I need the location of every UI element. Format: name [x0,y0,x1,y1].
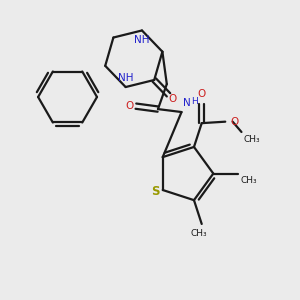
Text: CH₃: CH₃ [241,176,257,185]
Text: H: H [191,97,198,106]
Text: S: S [151,185,160,198]
Text: CH₃: CH₃ [244,135,260,144]
Text: NH: NH [118,73,134,82]
Text: O: O [169,94,177,104]
Text: O: O [231,117,239,127]
Text: NH: NH [134,35,150,45]
Text: O: O [125,101,134,111]
Text: O: O [198,89,206,99]
Text: N: N [183,98,191,108]
Text: CH₃: CH₃ [190,229,207,238]
